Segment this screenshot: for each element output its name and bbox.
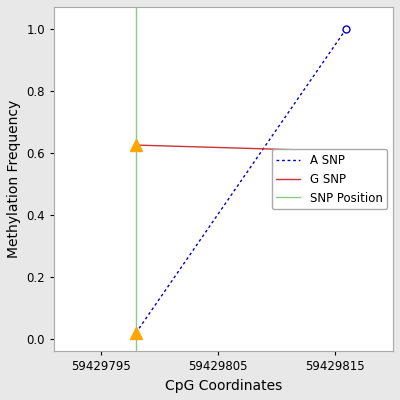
- Y-axis label: Methylation Frequency: Methylation Frequency: [7, 100, 21, 258]
- X-axis label: CpG Coordinates: CpG Coordinates: [165, 379, 282, 393]
- Legend: A SNP, G SNP, SNP Position: A SNP, G SNP, SNP Position: [272, 149, 387, 209]
